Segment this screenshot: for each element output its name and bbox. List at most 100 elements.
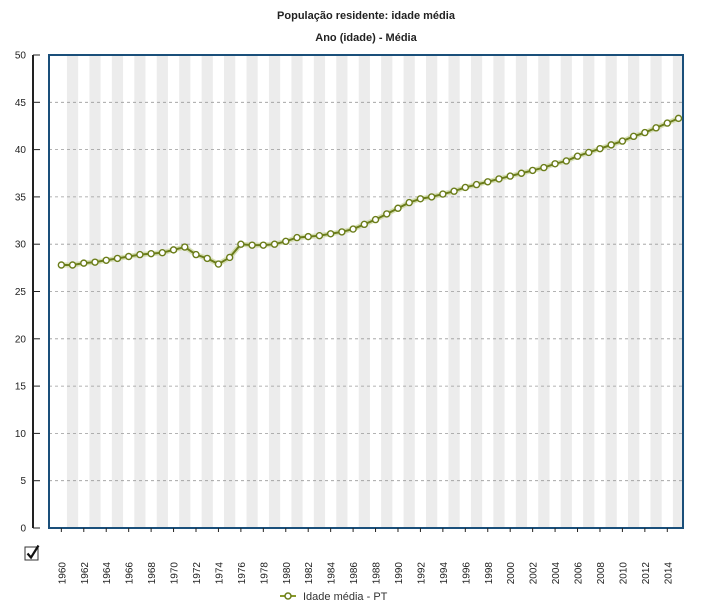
data-point <box>450 187 458 195</box>
chart-title: População residente: idade média <box>277 10 456 22</box>
data-point <box>237 240 245 248</box>
x-tick-label: 2004 <box>551 562 562 585</box>
background-band <box>246 55 258 528</box>
data-point <box>158 249 167 257</box>
series-layer <box>57 114 683 269</box>
background-band <box>89 55 101 528</box>
legend[interactable]: Idade média - PT <box>280 591 388 603</box>
data-point <box>663 119 671 127</box>
data-point <box>248 241 256 249</box>
background-band <box>605 55 617 528</box>
data-point <box>68 261 77 269</box>
y-tick-label: 5 <box>20 476 26 487</box>
data-point <box>371 215 380 224</box>
data-point <box>573 152 582 160</box>
x-tick-label: 1974 <box>214 562 225 585</box>
background-band <box>426 55 438 528</box>
x-tick-label: 2000 <box>506 562 517 585</box>
data-point <box>136 250 144 259</box>
x-tick-label: 1990 <box>394 562 405 585</box>
x-tick-label: 1994 <box>439 562 450 585</box>
data-point <box>338 228 346 236</box>
x-tick-label: 2002 <box>529 562 540 585</box>
data-point <box>91 258 99 266</box>
background-band <box>515 55 528 528</box>
y-tick-label: 10 <box>15 429 27 440</box>
x-tick-label: 1964 <box>102 562 113 585</box>
y-tick-label: 40 <box>15 145 27 156</box>
y-tick-label: 50 <box>15 51 27 62</box>
y-axis: 0 5 10 15 20 25 30 35 40 45 50 <box>15 51 40 535</box>
y-tick-label: 35 <box>15 192 27 203</box>
data-point <box>674 114 683 123</box>
x-tick-label: 1976 <box>237 562 248 585</box>
background-band <box>336 55 348 528</box>
x-tick-label: 2014 <box>663 562 674 585</box>
background-band <box>493 55 505 528</box>
plot-background <box>49 55 685 528</box>
background-band <box>448 55 460 528</box>
x-tick-label: 1972 <box>192 562 203 585</box>
background-band <box>672 55 685 528</box>
data-point <box>57 261 66 269</box>
x-tick-label: 1992 <box>416 562 427 585</box>
data-point <box>349 225 357 233</box>
data-point <box>495 175 503 183</box>
x-tick-label: 2006 <box>574 562 585 585</box>
x-tick-label: 1968 <box>147 562 158 585</box>
x-tick-label: 2008 <box>596 562 607 585</box>
checkmark-icon <box>26 544 40 560</box>
x-tick-label: 1996 <box>461 562 472 585</box>
y-tick-label: 30 <box>15 240 27 251</box>
data-point <box>607 141 615 149</box>
background-band <box>268 55 281 528</box>
data-point <box>113 254 122 263</box>
data-point <box>596 144 604 153</box>
plot-border <box>48 54 684 529</box>
background-band <box>583 55 595 528</box>
data-point <box>270 240 279 248</box>
data-point <box>147 249 155 258</box>
data-point <box>80 259 88 267</box>
data-point <box>360 220 369 229</box>
data-point <box>585 148 593 157</box>
data-point <box>169 246 178 254</box>
x-tick-label: 1962 <box>80 562 91 585</box>
background-band <box>358 55 370 528</box>
data-point <box>439 190 447 198</box>
x-tick-label: 1980 <box>282 562 293 585</box>
legend-marker-icon <box>284 592 292 600</box>
data-point <box>652 124 660 132</box>
data-point <box>304 232 312 241</box>
data-point <box>102 256 110 264</box>
x-tick-label: 1986 <box>349 562 360 585</box>
background-band <box>156 55 168 528</box>
data-point <box>517 169 526 177</box>
series-toggle-checkbox[interactable] <box>24 544 40 561</box>
data-point <box>551 160 559 168</box>
y-tick-label: 45 <box>15 98 27 109</box>
y-tick-label: 15 <box>15 382 27 393</box>
data-point <box>225 253 234 262</box>
x-tick-label: 1970 <box>170 562 181 585</box>
data-point <box>641 128 649 137</box>
data-point <box>293 233 301 242</box>
data-point <box>506 172 514 180</box>
data-point <box>461 183 470 192</box>
data-point <box>326 230 335 238</box>
x-tick-label: 2012 <box>641 562 652 585</box>
data-point <box>484 178 492 186</box>
data-point <box>540 163 548 172</box>
data-point <box>629 132 638 141</box>
x-tick-label: 1982 <box>304 562 315 585</box>
grid-lines <box>49 101 683 482</box>
x-axis: 1960 1962 1964 1966 1968 1970 1972 1974 1976 1978… <box>57 528 674 584</box>
data-point <box>282 237 290 246</box>
data-point <box>618 137 627 145</box>
legend-label: Idade média - PT <box>303 591 388 603</box>
data-point <box>562 157 570 165</box>
data-point <box>214 260 223 268</box>
data-point <box>203 254 211 263</box>
